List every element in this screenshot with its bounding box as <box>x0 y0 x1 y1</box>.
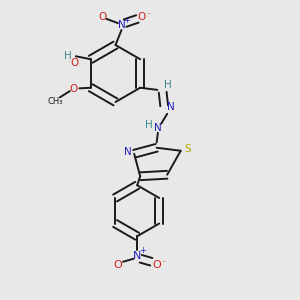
Text: O: O <box>113 260 122 270</box>
Text: H: H <box>145 120 153 130</box>
Text: ⁻: ⁻ <box>146 10 151 19</box>
Text: H: H <box>164 80 172 90</box>
Text: N: N <box>118 20 125 31</box>
Text: S: S <box>184 144 190 154</box>
Text: O: O <box>71 58 79 68</box>
Text: CH₃: CH₃ <box>48 97 63 106</box>
Text: N: N <box>133 251 141 261</box>
Text: O: O <box>138 12 146 22</box>
Text: O: O <box>69 84 77 94</box>
Text: +: + <box>124 16 130 25</box>
Text: +: + <box>139 246 146 255</box>
Text: O: O <box>98 12 106 22</box>
Text: ⁻: ⁻ <box>161 258 166 267</box>
Text: O: O <box>152 260 161 270</box>
Text: N: N <box>167 102 175 112</box>
Text: N: N <box>154 123 162 133</box>
Text: H: H <box>64 51 72 61</box>
Text: N: N <box>124 147 132 157</box>
